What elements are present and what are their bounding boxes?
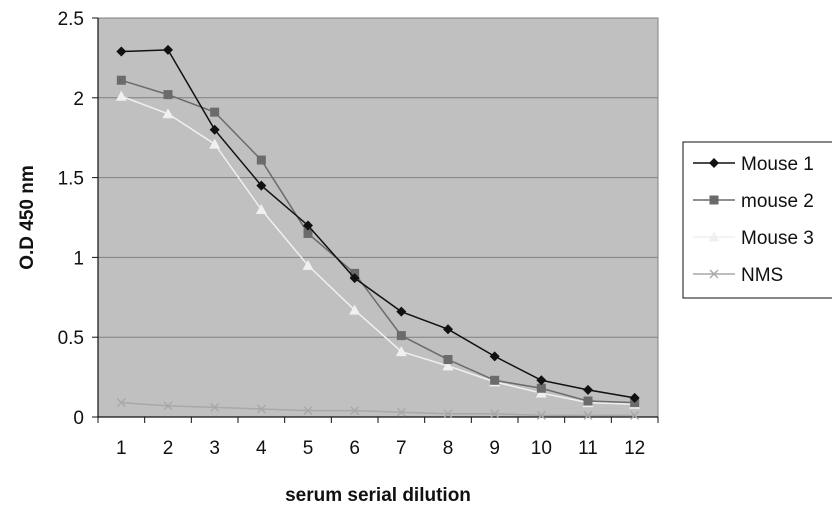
data-point bbox=[536, 410, 546, 420]
data-point bbox=[303, 228, 313, 238]
series-line bbox=[121, 49, 635, 399]
series-mouse-1 bbox=[116, 44, 640, 403]
data-point bbox=[583, 410, 593, 420]
x-tick-label: 10 bbox=[531, 438, 552, 459]
data-point bbox=[583, 396, 593, 406]
data-point bbox=[210, 107, 220, 117]
legend: Mouse 1 mouse 2 Mouse 3 NMS bbox=[682, 141, 832, 299]
data-point bbox=[350, 406, 360, 416]
x-tick-label: 3 bbox=[209, 438, 220, 459]
x-tick-label: 9 bbox=[489, 438, 500, 459]
data-point bbox=[209, 138, 221, 149]
y-tick-labels: 0 0.5 1 1.5 2 2.5 bbox=[58, 9, 84, 429]
y-tick-label: 1 bbox=[73, 248, 84, 269]
legend-marker bbox=[709, 269, 719, 279]
data-point bbox=[256, 180, 267, 191]
x-tick-label: 7 bbox=[396, 438, 407, 459]
x-tick-label: 2 bbox=[163, 438, 174, 459]
legend-label: NMS bbox=[741, 265, 783, 286]
y-tick-label: 2.5 bbox=[58, 9, 84, 30]
data-point bbox=[443, 409, 453, 419]
data-point bbox=[490, 409, 500, 419]
data-point bbox=[396, 306, 407, 317]
data-point bbox=[583, 384, 593, 395]
data-point bbox=[349, 273, 360, 284]
legend-item: mouse 2 bbox=[693, 191, 814, 212]
series-line bbox=[121, 95, 635, 405]
data-point bbox=[349, 304, 361, 315]
data-point bbox=[163, 44, 173, 55]
x-tick-label: 11 bbox=[578, 438, 598, 459]
y-tick-label: 0.5 bbox=[58, 328, 84, 349]
gridlines bbox=[98, 17, 658, 338]
x-axis-title: serum serial dilution bbox=[285, 485, 471, 506]
legend-label: Mouse 1 bbox=[741, 154, 814, 175]
data-point bbox=[536, 375, 547, 386]
legend-item: NMS bbox=[693, 265, 783, 286]
data-point bbox=[302, 259, 314, 270]
data-point bbox=[116, 75, 126, 85]
y-tick-label: 0 bbox=[73, 408, 84, 429]
series-line bbox=[121, 79, 635, 404]
series-nms bbox=[116, 398, 640, 420]
data-point bbox=[442, 360, 454, 371]
legend-marker bbox=[709, 195, 719, 205]
legend-marker bbox=[708, 231, 720, 242]
data-point bbox=[303, 406, 313, 416]
data-point bbox=[209, 124, 220, 135]
y-tick-label: 2 bbox=[73, 89, 84, 110]
legend-marker bbox=[709, 158, 719, 168]
data-point bbox=[489, 351, 500, 362]
data-point bbox=[395, 346, 407, 357]
legend-label: mouse 2 bbox=[741, 191, 814, 212]
legend-box bbox=[682, 141, 832, 299]
data-point bbox=[255, 204, 267, 215]
data-point bbox=[116, 398, 126, 408]
data-point bbox=[490, 375, 500, 385]
data-point bbox=[630, 410, 640, 420]
plot-area bbox=[97, 17, 659, 418]
data-point bbox=[536, 383, 546, 393]
legend-item: Mouse 1 bbox=[693, 154, 814, 175]
x-tick-label: 12 bbox=[624, 438, 645, 459]
data-point bbox=[163, 401, 173, 411]
legend-item: Mouse 3 bbox=[693, 228, 814, 249]
x-tick-label: 4 bbox=[256, 438, 267, 459]
y-axis-title: O.D 450 nm bbox=[17, 165, 38, 270]
x-tick-label: 6 bbox=[349, 438, 360, 459]
data-point bbox=[443, 355, 453, 365]
series-group bbox=[115, 44, 641, 420]
axes bbox=[92, 17, 659, 423]
data-point bbox=[303, 220, 313, 231]
data-point bbox=[256, 404, 266, 414]
data-point bbox=[443, 324, 453, 335]
x-tick-label: 1 bbox=[116, 438, 127, 459]
data-point bbox=[256, 155, 266, 165]
data-point bbox=[396, 407, 406, 417]
data-point bbox=[162, 108, 174, 119]
data-point bbox=[115, 90, 127, 101]
x-tick-label: 5 bbox=[303, 438, 314, 459]
series-line bbox=[121, 401, 635, 417]
x-tick-labels: 1 2 3 4 5 6 7 8 9 10 11 12 bbox=[116, 438, 645, 459]
data-point bbox=[163, 90, 173, 100]
data-point bbox=[629, 392, 640, 403]
legend-label: Mouse 3 bbox=[741, 228, 814, 249]
y-tick-label: 1.5 bbox=[58, 169, 84, 190]
x-tick-label: 8 bbox=[443, 438, 454, 459]
data-point bbox=[396, 331, 406, 341]
data-point bbox=[116, 46, 127, 57]
data-point bbox=[210, 402, 220, 412]
